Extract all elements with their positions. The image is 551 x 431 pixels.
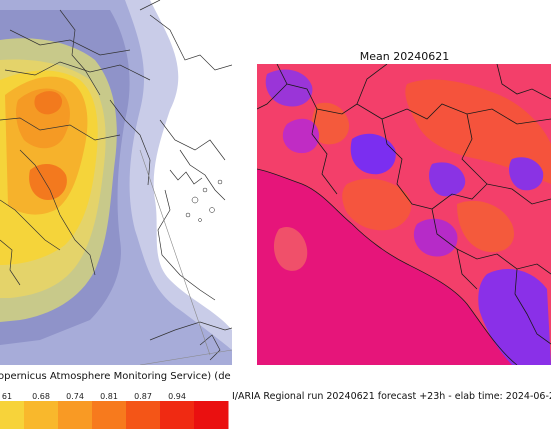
right-map-title: Mean 20240621 xyxy=(359,50,450,63)
cool-patch-1 xyxy=(350,133,396,175)
right-borders xyxy=(257,64,551,365)
colorbar-tick-label: 0.74 xyxy=(66,393,84,401)
cool-patch-4 xyxy=(429,162,466,197)
colorbar-tick-label: 61 xyxy=(2,393,12,401)
left-map-caption: opernicus Atmosphere Monitoring Service)… xyxy=(0,371,231,382)
hot-patch-2 xyxy=(342,178,412,231)
right-map-caption: I/ARIA Regional run 20240621 forecast +2… xyxy=(232,391,551,402)
cool-patch-5 xyxy=(509,157,544,191)
mid-patch-2 xyxy=(413,218,458,257)
cool-patch-3 xyxy=(478,269,551,365)
colorbar-block xyxy=(126,401,161,429)
colorbar-block xyxy=(160,401,195,429)
colorbar: 61 0.68 0.74 0.81 0.87 0.94 xyxy=(0,393,229,429)
colorbar-tick-label: 0.87 xyxy=(134,393,152,401)
left-borders xyxy=(0,0,232,361)
left-panel: opernicus Atmosphere Monitoring Service)… xyxy=(0,0,232,431)
colorbar-tick-label: 0.94 xyxy=(168,393,186,401)
colorbar-block xyxy=(92,401,127,429)
cool-patch-2 xyxy=(265,69,313,107)
mid-patch-1 xyxy=(282,118,320,154)
right-panel: Mean 20240621 xyxy=(232,0,551,431)
right-map xyxy=(257,64,551,365)
plume-core-1 xyxy=(29,163,67,200)
hot-patch-4 xyxy=(457,200,515,253)
hot-patch-1 xyxy=(405,79,551,184)
colorbar-tick-label: 0.81 xyxy=(100,393,118,401)
colorbar-block xyxy=(0,401,25,429)
colorbar-blocks xyxy=(0,401,229,429)
plume-core-2 xyxy=(34,91,63,115)
sea-blob xyxy=(273,226,308,271)
left-map xyxy=(0,0,232,365)
hot-patch-3 xyxy=(311,102,350,145)
colorbar-tick-label: 0.68 xyxy=(32,393,50,401)
colorbar-block xyxy=(58,401,93,429)
colorbar-block xyxy=(24,401,59,429)
colorbar-block xyxy=(194,401,229,429)
colorbar-ticks: 61 0.68 0.74 0.81 0.87 0.94 xyxy=(2,393,186,401)
